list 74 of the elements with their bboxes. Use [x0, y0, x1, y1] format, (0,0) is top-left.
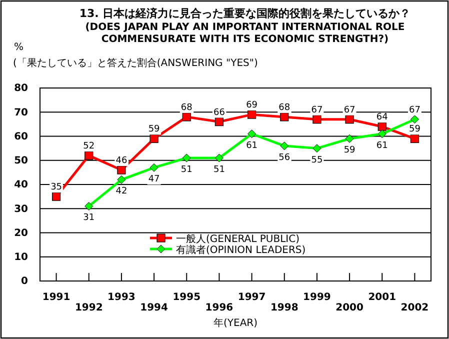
point: [117, 175, 126, 184]
y-tick-label: 60: [14, 131, 28, 142]
x-tick-label: 1997: [238, 292, 266, 303]
point: [410, 115, 419, 124]
point: [312, 144, 322, 153]
y-axis-title: %: [14, 42, 24, 53]
point: [214, 154, 224, 162]
x-tick-label: 1996: [205, 302, 234, 314]
x-tick-label: 1995: [172, 292, 201, 303]
y-tick-label: 70: [14, 107, 28, 118]
data-label: 42: [116, 186, 128, 197]
data-label: 59: [344, 146, 356, 156]
data-label: 51: [213, 164, 225, 175]
data-label: 31: [83, 213, 95, 224]
x-tick-label: 2001: [368, 292, 396, 303]
data-label: 59: [148, 124, 160, 135]
point: [117, 166, 126, 174]
y-tick-label: 0: [21, 276, 28, 288]
point: [182, 154, 191, 162]
point: [280, 112, 289, 122]
point: [182, 112, 191, 122]
y-tick-label: 50: [14, 156, 28, 167]
x-tick-label: 1998: [270, 302, 298, 314]
x-tick-label: 1991: [42, 292, 70, 303]
x-tick-label: 2002: [400, 302, 429, 314]
point: [150, 163, 158, 172]
data-label: 35: [50, 182, 62, 193]
data-label: 68: [180, 102, 193, 113]
data-label: 56: [278, 152, 290, 163]
data-label: 46: [116, 156, 128, 166]
x-tick-label: 2000: [336, 302, 364, 314]
chart-title: 13. 日本は経済力に見合った重要な国際的役割を果たしているか？: [79, 7, 411, 20]
y-tick-label: 10: [14, 252, 28, 264]
point: [345, 115, 354, 124]
point: [52, 192, 61, 201]
x-tick-label: 1994: [140, 302, 168, 314]
y-tick-label: 20: [14, 228, 28, 239]
data-label: 51: [180, 164, 192, 175]
text: (「果たしている」と答えた割合(ANSWERING "YES"): [13, 57, 258, 69]
point: [84, 151, 94, 160]
point: [214, 117, 224, 126]
data-label: 55: [311, 155, 323, 166]
data-label: 69: [246, 100, 258, 111]
point: [410, 134, 420, 143]
data-label: 59: [408, 124, 421, 135]
point: [248, 130, 256, 138]
chart-subtitle: (DOES JAPAN PLAY AN IMPORTANT INTERNATIONAL ROLE COMMENSURATE WITH ITS ECONOMIC STRENGTH?): [85, 22, 405, 45]
point: [247, 110, 256, 119]
y-tick-label: 30: [14, 204, 28, 215]
x-axis-title: 年(YEAR): [213, 317, 258, 329]
data-label: 67: [344, 105, 356, 116]
point: [378, 130, 386, 138]
y-tick-label: 80: [14, 83, 28, 94]
data-label: 47: [148, 174, 160, 185]
data-label: 68: [278, 102, 290, 113]
x-tick-label: 1993: [108, 292, 136, 303]
data-label: 61: [246, 140, 258, 151]
legend-label: 有識者(OPINION LEADERS): [176, 244, 306, 256]
point: [312, 115, 322, 124]
legend-label: 一般人(GENERAL PUBLIC): [176, 234, 300, 245]
data-label: 61: [376, 140, 388, 151]
data-label: 52: [83, 142, 95, 152]
point: [378, 122, 386, 131]
x-tick-label: 1992: [74, 302, 103, 314]
x-tick-label: 1999: [303, 292, 331, 303]
y-tick-label: 40: [14, 180, 28, 191]
point: [150, 134, 158, 143]
data-label: 67: [311, 105, 323, 116]
data-label: 67: [408, 105, 420, 116]
point: [280, 142, 289, 150]
point: [84, 202, 94, 210]
data-label: 64: [376, 112, 388, 123]
point: [345, 134, 354, 143]
data-label: 66: [213, 108, 226, 118]
